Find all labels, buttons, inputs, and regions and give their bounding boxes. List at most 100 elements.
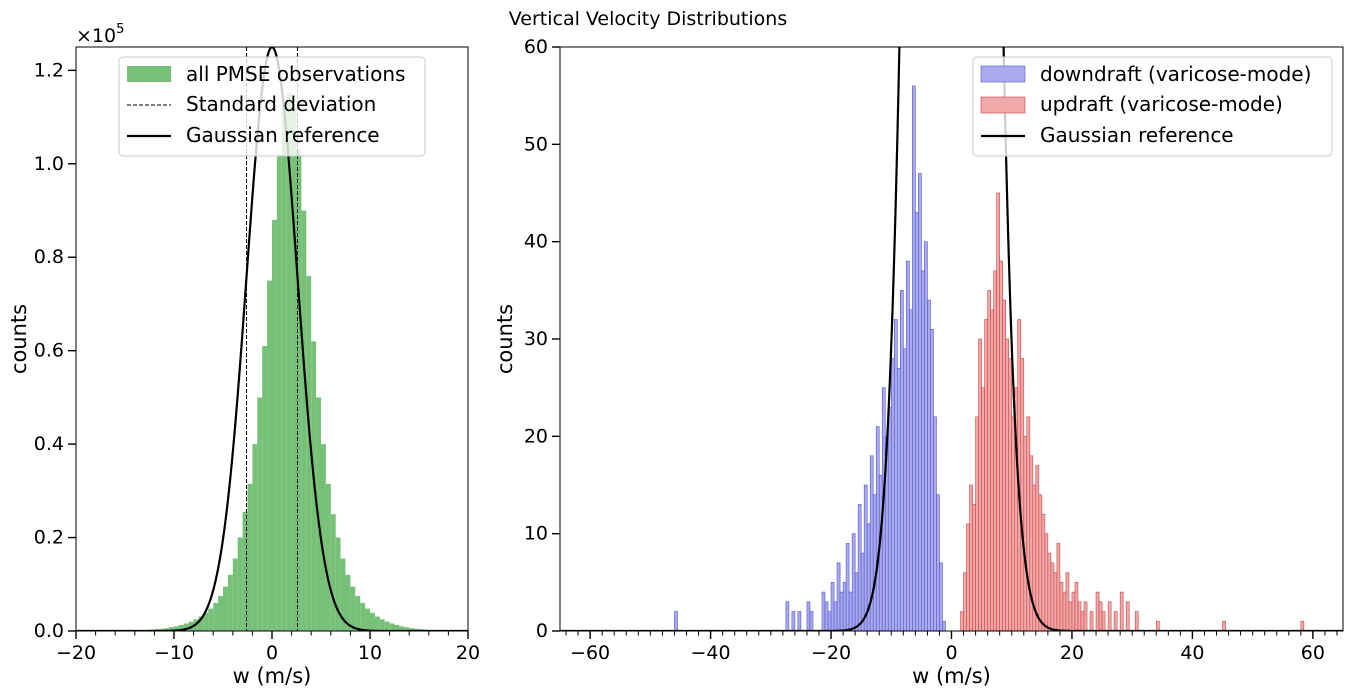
x-tick-label: −60 <box>570 642 610 664</box>
histogram-bar <box>370 612 375 631</box>
histogram-bar-updraft <box>981 387 985 631</box>
histogram-bar <box>174 626 179 631</box>
y-tick-label: 20 <box>524 425 548 447</box>
histogram-bar-updraft <box>1083 601 1088 631</box>
histogram-bar <box>252 444 258 631</box>
histogram-bar <box>267 280 272 631</box>
histogram-bar-downdraft <box>866 523 871 631</box>
histogram-bar <box>159 628 165 631</box>
histogram-bar-downdraft <box>821 591 826 631</box>
histogram-bar-updraft <box>1071 591 1076 631</box>
y-tick-label: 0.0 <box>34 620 64 642</box>
histogram-bar-downdraft <box>845 543 850 631</box>
histogram-bar <box>355 595 361 631</box>
histogram-bar <box>389 623 395 631</box>
histogram-bar-downdraft <box>848 591 853 631</box>
histogram-bar-updraft <box>1044 533 1049 631</box>
histogram-bar-downdraft <box>674 611 678 631</box>
legend-box <box>118 56 426 157</box>
histogram-bar-downdraft <box>918 173 922 631</box>
histogram-bar-downdraft <box>900 290 904 631</box>
histogram-bar-downdraft <box>872 494 877 631</box>
histogram-bar-downdraft <box>797 611 802 631</box>
legend-label: Gaussian reference <box>1040 123 1234 147</box>
histogram-bar <box>164 628 170 631</box>
x-tick-label: 20 <box>1060 642 1084 664</box>
histogram-bar-downdraft <box>824 601 829 631</box>
histogram-bar-downdraft <box>890 358 895 631</box>
histogram-bar <box>208 608 214 631</box>
histogram-bar-downdraft <box>921 270 925 631</box>
legend-label: Gaussian reference <box>186 123 380 147</box>
legend-label: downdraft (varicose-mode) <box>1040 62 1311 86</box>
y-tick-label: 60 <box>524 36 548 58</box>
histogram-bar-updraft <box>1011 416 1016 631</box>
histogram-bar-updraft <box>1041 513 1046 631</box>
histogram-bar-updraft <box>1005 338 1010 631</box>
histogram-bar-updraft <box>1101 611 1106 631</box>
histogram-bar-updraft <box>1089 611 1094 631</box>
histogram-bar-updraft <box>966 523 970 631</box>
legend-swatch-updraft <box>980 96 1026 114</box>
histogram-bar <box>404 627 410 631</box>
histogram-bar <box>227 574 233 631</box>
histogram-bar-downdraft <box>909 309 913 631</box>
histogram-bar <box>321 444 326 631</box>
histogram-bar <box>330 514 336 631</box>
legend: downdraft (varicose-mode) updraft (varico… <box>972 56 1333 157</box>
histogram-bar-downdraft <box>906 260 910 631</box>
legend-label: Standard deviation <box>186 92 376 116</box>
histogram-bar <box>409 628 415 631</box>
histogram-bar-downdraft <box>939 562 943 631</box>
histogram-bar-downdraft <box>912 85 916 631</box>
histogram-bar-updraft <box>1035 465 1040 631</box>
histogram-bar <box>178 624 184 631</box>
histogram-bar-updraft <box>996 192 1000 631</box>
histogram-bar-updraft <box>1020 358 1025 631</box>
histogram-bar <box>169 627 174 631</box>
legend-box <box>972 56 1333 157</box>
histogram-bar <box>237 537 243 631</box>
y-tick-label: 40 <box>524 231 548 253</box>
histogram-bar-downdraft <box>930 328 934 631</box>
histogram-bar-updraft <box>1113 611 1118 631</box>
histogram-bar-updraft <box>1222 620 1226 631</box>
plot-area <box>560 47 1343 631</box>
histogram-bar-downdraft <box>836 562 841 631</box>
histogram-bar <box>286 93 292 631</box>
histogram-bar-downdraft <box>809 611 814 631</box>
histogram-bar-updraft <box>1062 591 1067 631</box>
histogram-bar-downdraft <box>903 348 907 631</box>
x-tick-label: 60 <box>1301 642 1325 664</box>
histogram-bar <box>296 149 302 631</box>
histogram-bar-updraft <box>1023 436 1028 631</box>
histogram-bar-downdraft <box>791 611 796 631</box>
x-tick-label: 0 <box>945 642 957 664</box>
legend-swatch-histogram <box>127 66 171 82</box>
legend-swatch-downdraft <box>980 65 1026 83</box>
histogram-bar-downdraft <box>942 620 946 631</box>
histogram-bar-downdraft <box>924 241 928 631</box>
y-tick-label: 50 <box>524 133 548 155</box>
x-tick-label: 20 <box>456 642 480 664</box>
histogram-bar-updraft <box>1068 601 1073 631</box>
histogram-bar-downdraft <box>893 319 898 631</box>
legend-label: all PMSE observations <box>186 62 405 86</box>
x-tick-label: 10 <box>358 642 382 664</box>
histogram-bar <box>198 616 204 631</box>
histogram-bar-updraft <box>990 309 994 631</box>
histogram-bar-updraft <box>993 270 997 631</box>
y-tick-label: 1.0 <box>34 153 64 175</box>
histogram-bar-updraft <box>1056 543 1061 631</box>
x-axis-label: w (m/s) <box>233 664 312 688</box>
histogram-bar-updraft <box>987 290 991 631</box>
histogram-bar <box>247 483 253 631</box>
histogram-bar-updraft <box>1098 601 1103 631</box>
x-tick-label: −10 <box>154 642 194 664</box>
y-tick-label: 30 <box>524 328 548 350</box>
histogram-bar <box>257 397 263 631</box>
histogram-bar-updraft <box>1125 601 1130 631</box>
histogram-bar-updraft <box>1047 552 1052 631</box>
histogram-bar-updraft <box>1077 601 1082 631</box>
